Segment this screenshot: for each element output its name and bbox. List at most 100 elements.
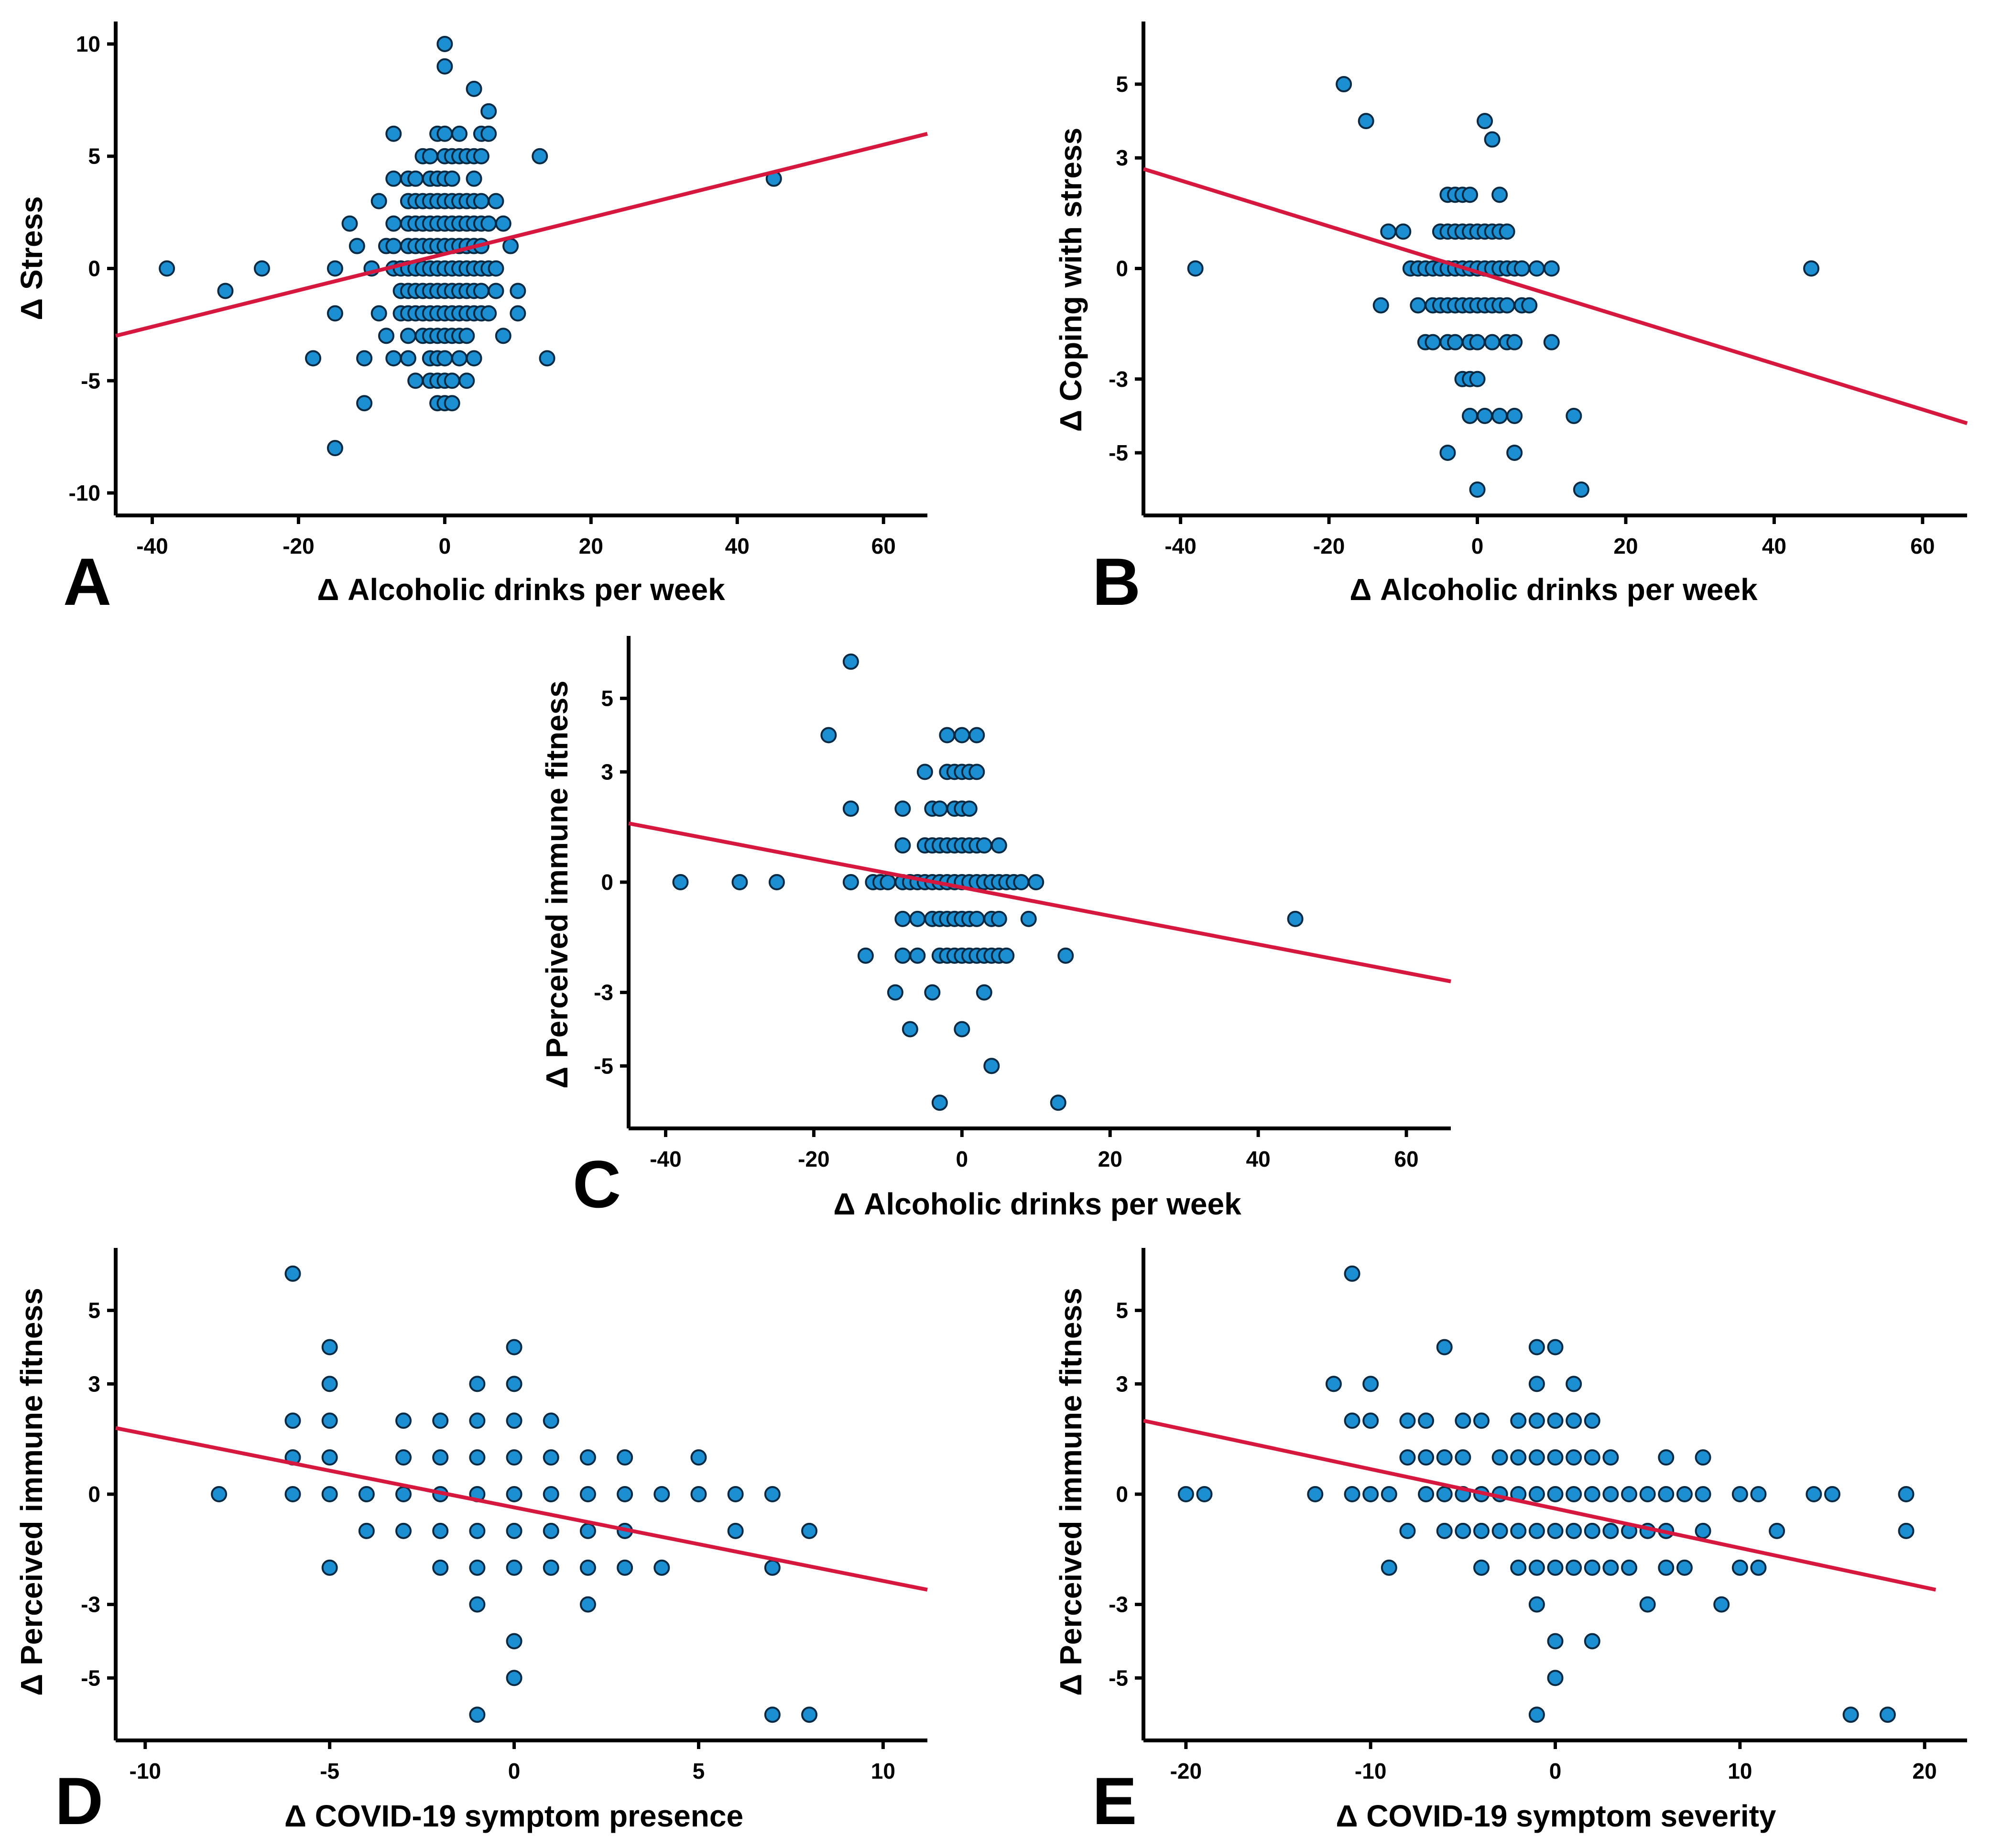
panel-e-data-point (1584, 1449, 1600, 1466)
panel-d-data-point (653, 1559, 670, 1576)
panel-d-y-tick-label: 5 (88, 1298, 100, 1323)
panel-c-data-point (902, 1021, 918, 1038)
panel-a-data-point (502, 238, 519, 254)
panel-c-data-point (990, 910, 1007, 927)
panel-e-data-point (1528, 1522, 1545, 1539)
panel-c-data-point (894, 910, 911, 927)
panel-b-data-point (1543, 260, 1560, 277)
panel-d-data-point (579, 1559, 596, 1576)
panel-a-data-point (473, 193, 490, 209)
panel-c-data-point (961, 800, 978, 817)
panel-c-data-point (931, 1094, 948, 1111)
panel-b-y-tick-label: -5 (1109, 440, 1128, 465)
panel-e-data-point (1584, 1633, 1600, 1650)
panel-d-data-point (469, 1522, 486, 1539)
panel-e-data-point (1418, 1486, 1435, 1502)
panel-c-data-point (894, 837, 911, 854)
panel-d-data-point (764, 1706, 781, 1723)
panel-d-data-point (469, 1706, 486, 1723)
panel-a-data-point (378, 328, 394, 344)
panel-c-x-axis-title: Δ Alcoholic drinks per week (833, 1187, 1241, 1221)
panel-c-data-point (672, 874, 689, 890)
panel-c-data-point (1028, 874, 1044, 890)
panel-a-y-tick-label: 5 (88, 144, 100, 169)
panel-e-data-point (1399, 1522, 1416, 1539)
panel-e-data-point (1879, 1706, 1896, 1723)
panel-e-data-point (1528, 1706, 1545, 1723)
panel-e-data-point (1362, 1376, 1379, 1392)
panel-d-data-point (432, 1412, 449, 1429)
panel-a-data-point (466, 170, 482, 187)
panel-c: -40 -20 0 20 40 60 -5 -3 0 3 5 Δ Alcoholic drinks … (540, 636, 1451, 1222)
panel-a-data-point (385, 350, 402, 367)
panel-e-data-point (1566, 1376, 1582, 1392)
panel-c-x-tick-label: -20 (798, 1147, 829, 1171)
panel-e-data-point (1547, 1412, 1564, 1429)
panel-e-data-point (1713, 1596, 1730, 1613)
panel-e-data-point (1510, 1412, 1527, 1429)
panel-e-data-point (1455, 1522, 1471, 1539)
panel-e-data-point (1750, 1559, 1767, 1576)
panel-b-data-point (1425, 334, 1441, 350)
panel-e-data-point (1731, 1559, 1748, 1576)
panel-d-data-point (543, 1522, 559, 1539)
panel-a-y-tick-label: -10 (69, 481, 100, 505)
panel-a-data-point (451, 125, 468, 142)
panel-e-data-point (1196, 1486, 1213, 1502)
panel-a-data-point (356, 350, 373, 367)
panel-c-letter: C (573, 1147, 621, 1222)
panel-c-data-point (880, 874, 896, 890)
panel-c-data-point (1050, 1094, 1066, 1111)
panel-d-data-point (395, 1486, 412, 1502)
panel-c-y-tick-label: -5 (594, 1053, 613, 1078)
panel-a-x-tick-label: 60 (871, 534, 896, 558)
panel-b-data-point (1566, 407, 1582, 424)
panel-e-data-point (1566, 1486, 1582, 1502)
panel-d-data-point (469, 1559, 486, 1576)
panel-e-data-point (1547, 1486, 1564, 1502)
panel-d-data-point (727, 1522, 744, 1539)
panel-a-x-tick-label: -40 (136, 534, 168, 558)
panel-b-plot-area: -40 -20 0 20 40 60 -5 -3 0 3 5 (1109, 22, 1968, 558)
panel-a-data-point (400, 350, 416, 367)
panel-b-data-point (1410, 297, 1426, 314)
panel-a-data-point (407, 170, 424, 187)
panel-b-data-point (1528, 260, 1545, 277)
panel-e-data-point (1344, 1412, 1360, 1429)
panel-e-data-point (1676, 1486, 1693, 1502)
panel-a-data-point (370, 193, 387, 209)
panel-e-data-point (1344, 1265, 1360, 1282)
panel-d-y-tick-label: 3 (88, 1371, 100, 1396)
panel-e-y-tick-label: -3 (1109, 1592, 1128, 1617)
panel-b: -40 -20 0 20 40 60 -5 -3 0 3 5 Δ Alcoholic drinks … (1054, 22, 1968, 619)
panel-d-x-tick-label: 0 (508, 1759, 521, 1783)
panel-d-data-point (395, 1449, 412, 1466)
panel-c-data-point (842, 653, 859, 670)
panel-a-data-point (466, 80, 482, 97)
panel-a-data-point (159, 260, 175, 277)
panel-e-data-point (1528, 1339, 1545, 1356)
panel-d: -10 -5 0 5 10 -5 -3 0 3 5 Δ COVID-19 symptom pres… (14, 1248, 928, 1838)
panel-c-data-point (842, 874, 859, 890)
panel-a-data-point (510, 283, 526, 299)
panel-b-data-point (1469, 334, 1486, 350)
panel-e-data-point (1566, 1449, 1582, 1466)
panel-a-data-point (510, 305, 526, 322)
panel-d-letter: D (55, 1763, 103, 1838)
panel-a-data-point (422, 148, 438, 164)
panel-e-y-tick-label: -5 (1109, 1665, 1128, 1690)
panel-b-data-point (1543, 334, 1560, 350)
panel-b-data-point (1477, 113, 1493, 130)
panel-e-data-point (1344, 1486, 1360, 1502)
panel-b-data-point (1477, 407, 1493, 424)
panel-c-data-point (1020, 910, 1037, 927)
panel-d-data-point (321, 1376, 338, 1392)
panel-d-x-tick-label: 5 (693, 1759, 705, 1783)
panel-a-y-tick-label: -5 (81, 368, 100, 393)
panel-e-x-tick-label: -20 (1170, 1759, 1202, 1783)
panel-d-data-point (321, 1486, 338, 1502)
panel-a-data-point (436, 35, 453, 52)
panel-e-data-point (1602, 1559, 1619, 1576)
panel-b-y-tick-label: 0 (1116, 256, 1128, 281)
panel-a-data-point (385, 215, 402, 232)
